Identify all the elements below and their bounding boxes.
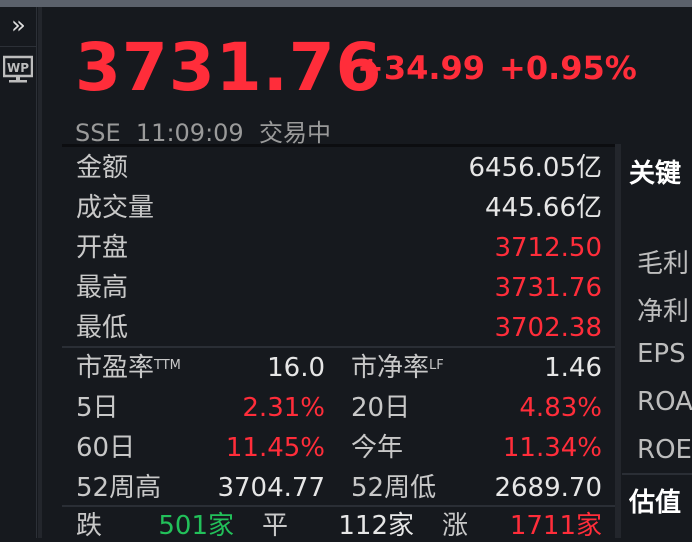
pb-sup: LF — [429, 358, 444, 373]
pe-label: 市盈率TTM — [76, 352, 181, 384]
top-bar — [0, 0, 692, 7]
divider — [62, 346, 615, 348]
volume-value: 445.66亿 — [485, 193, 602, 223]
key-metrics-title: 关键 — [629, 159, 682, 189]
down-label: 跌 — [76, 511, 103, 541]
panel-splitter[interactable] — [615, 144, 621, 538]
pe-label-text: 市盈率 — [76, 353, 155, 383]
amount-value: 6456.05亿 — [468, 153, 602, 183]
high-value: 3731.76 — [494, 273, 602, 303]
d60-value: 11.45% — [225, 433, 325, 463]
wp-monitor-icon[interactable]: WP — [3, 55, 33, 85]
d5-value: 2.31% — [242, 393, 325, 423]
down-count: 501家 — [158, 511, 234, 541]
d60-label: 60日 — [76, 433, 136, 463]
flat-label: 平 — [262, 511, 289, 541]
w52h-label: 52周高 — [76, 473, 162, 503]
pb-label-text: 市净率 — [351, 353, 430, 383]
metric-net-margin: 净利 — [637, 297, 690, 327]
low-value: 3702.38 — [494, 313, 602, 343]
open-value: 3712.50 — [494, 233, 602, 263]
low-label: 最低 — [76, 313, 129, 343]
d20-label: 20日 — [351, 393, 411, 423]
metric-gross-margin: 毛利 — [637, 249, 690, 279]
w52h-value: 3704.77 — [217, 473, 325, 503]
open-label: 开盘 — [76, 233, 129, 263]
high-label: 最高 — [76, 273, 129, 303]
svg-text:WP: WP — [7, 61, 29, 75]
amount-label: 金额 — [76, 153, 129, 183]
d5-label: 5日 — [76, 393, 119, 423]
up-count: 1711家 — [509, 511, 602, 541]
divider — [622, 473, 692, 475]
divider — [62, 505, 615, 507]
metric-roa: ROA — [637, 387, 692, 417]
w52l-label: 52周低 — [351, 473, 437, 503]
pe-value: 16.0 — [267, 353, 325, 383]
stats-panel — [62, 144, 615, 538]
w52l-value: 2689.70 — [494, 473, 602, 503]
pb-value: 1.46 — [544, 353, 602, 383]
quote-time: 11:09:09 — [135, 119, 244, 147]
trading-status: 交易中 — [258, 119, 331, 147]
quote-status-line: SSE 11:09:09 交易中 — [75, 118, 331, 148]
flat-count: 112家 — [338, 511, 414, 541]
sidebar — [0, 7, 37, 538]
ytd-value: 11.34% — [502, 433, 602, 463]
price-change: +34.99 — [357, 49, 486, 87]
valuation-title: 估值 — [629, 488, 682, 518]
sidebar-splitter[interactable] — [38, 7, 42, 538]
metric-roe: ROE — [637, 435, 692, 465]
price-change-pct: +0.95% — [499, 49, 637, 87]
pb-label: 市净率LF — [351, 352, 444, 384]
double-chevron-right-icon[interactable]: » — [0, 7, 37, 47]
metric-eps: EPS — [637, 339, 686, 369]
exchange: SSE — [75, 119, 121, 147]
pe-sup: TTM — [154, 358, 181, 373]
ytd-label: 今年 — [351, 433, 404, 463]
last-price: 3731.76 — [75, 29, 383, 106]
volume-label: 成交量 — [76, 193, 155, 223]
d20-value: 4.83% — [519, 393, 602, 423]
up-label: 涨 — [442, 511, 469, 541]
